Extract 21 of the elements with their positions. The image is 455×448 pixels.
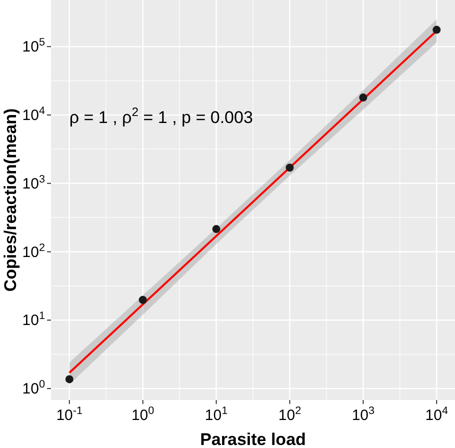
x-tick-label: 10$^{2}$ xyxy=(278,405,302,424)
point xyxy=(359,94,368,102)
point xyxy=(138,296,147,304)
y-tick-label: 10$^{5}$ xyxy=(22,36,45,56)
x-tick-label: 10$^{0}$ xyxy=(131,405,154,424)
y-tick-label: 10$^{4}$ xyxy=(22,104,45,124)
y-axis-title: Copies/reaction(mean) xyxy=(1,108,20,292)
y-tick-label: 10$^{3}$ xyxy=(22,173,45,192)
x-tick-label: 10$^{1}$ xyxy=(204,405,228,424)
x-tick-label: 10$^{-1}$ xyxy=(56,405,83,424)
point xyxy=(286,164,294,172)
annotation: ρ = 1 , ρ$^{2}$ = 1 , p = 0.003 xyxy=(69,104,253,127)
point xyxy=(212,225,220,234)
point xyxy=(432,26,441,34)
y-tick-label: 10$^{0}$ xyxy=(22,378,45,398)
x-tick-label: 10$^{4}$ xyxy=(425,405,448,424)
y-tick-label: 10$^{2}$ xyxy=(22,242,45,261)
point xyxy=(65,375,74,384)
x-axis-title: Parasite load xyxy=(200,430,306,448)
x-tick-label: 10$^{3}$ xyxy=(352,405,375,424)
y-tick-label: 10$^{1}$ xyxy=(22,310,45,330)
